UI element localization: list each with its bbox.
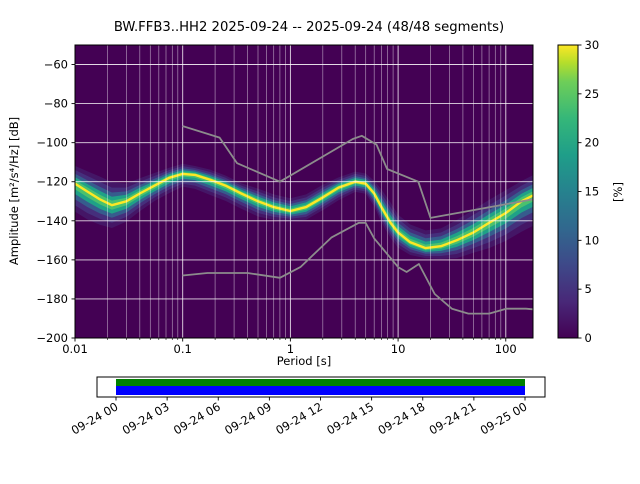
time-tick-label: 09-24 00 <box>69 399 121 437</box>
x-tick-label: 0.1 <box>174 342 192 356</box>
x-tick-label: 10 <box>391 342 406 356</box>
y-tick-label: −200 <box>36 331 68 345</box>
grid-lines <box>75 45 533 338</box>
y-tick-label: −60 <box>44 58 68 72</box>
colorbar-tick-label: 25 <box>585 87 600 101</box>
x-tick-label: 100 <box>495 342 517 356</box>
y-tick-label: −180 <box>36 292 68 306</box>
low-noise-model-line <box>182 222 533 315</box>
plot-title: BW.FFB3..HH2 2025-09-24 -- 2025-09-24 (4… <box>114 20 504 35</box>
axis-ticks: 0.01 0.1 1 10 100 −60 −80 −100 −120 −140 −160 −180 −… <box>36 58 516 356</box>
y-tick-label: −160 <box>36 253 68 267</box>
colorbar-tick-label: 0 <box>585 331 592 345</box>
x-axis-label: Period [s] <box>277 354 331 368</box>
y-axis-label: Amplitude [m²/s⁴/Hz] [dB] <box>7 117 21 265</box>
noise-model-lines <box>182 125 533 315</box>
y-tick-label: −80 <box>44 97 68 111</box>
colorbar-ticks: 0 5 10 15 20 25 30 <box>578 38 599 345</box>
x-tick-label: 1 <box>287 342 294 356</box>
psd-mode-line <box>75 172 533 250</box>
colorbar <box>558 45 578 338</box>
time-tick-label: 09-24 21 <box>427 399 479 437</box>
x-tick-label: 0.01 <box>62 342 88 356</box>
colorbar-tick-label: 20 <box>585 136 600 150</box>
colorbar-tick-label: 30 <box>585 38 600 52</box>
time-tick-label: 09-24 09 <box>222 399 274 437</box>
colorbar-tick-label: 15 <box>585 185 600 199</box>
time-tick-label: 09-25 00 <box>478 399 530 437</box>
coverage-bar-segments-coverage <box>116 379 525 386</box>
time-tick-label: 09-24 18 <box>376 399 428 437</box>
high-noise-model-line <box>182 125 533 219</box>
coverage-bar-data-extent <box>116 386 525 395</box>
psd-band-layer <box>75 170 533 252</box>
y-tick-label: −100 <box>36 136 68 150</box>
psd-distribution-heatmap <box>75 163 533 259</box>
y-tick-label: −120 <box>36 175 68 189</box>
y-tick-label: −140 <box>36 214 68 228</box>
time-tick-label: 09-24 12 <box>273 399 325 437</box>
plot-axes-border <box>74 44 534 339</box>
colorbar-label: [%] <box>611 182 625 202</box>
time-tick-label: 09-24 03 <box>120 399 172 437</box>
coverage-axis: 09-24 00 09-24 03 09-24 06 09-24 09 09-24 12… <box>69 379 530 437</box>
time-tick-label: 09-24 06 <box>171 399 223 437</box>
time-tick-label: 09-24 15 <box>324 399 376 437</box>
colorbar-tick-label: 5 <box>585 282 592 296</box>
colorbar-tick-label: 10 <box>585 233 600 247</box>
